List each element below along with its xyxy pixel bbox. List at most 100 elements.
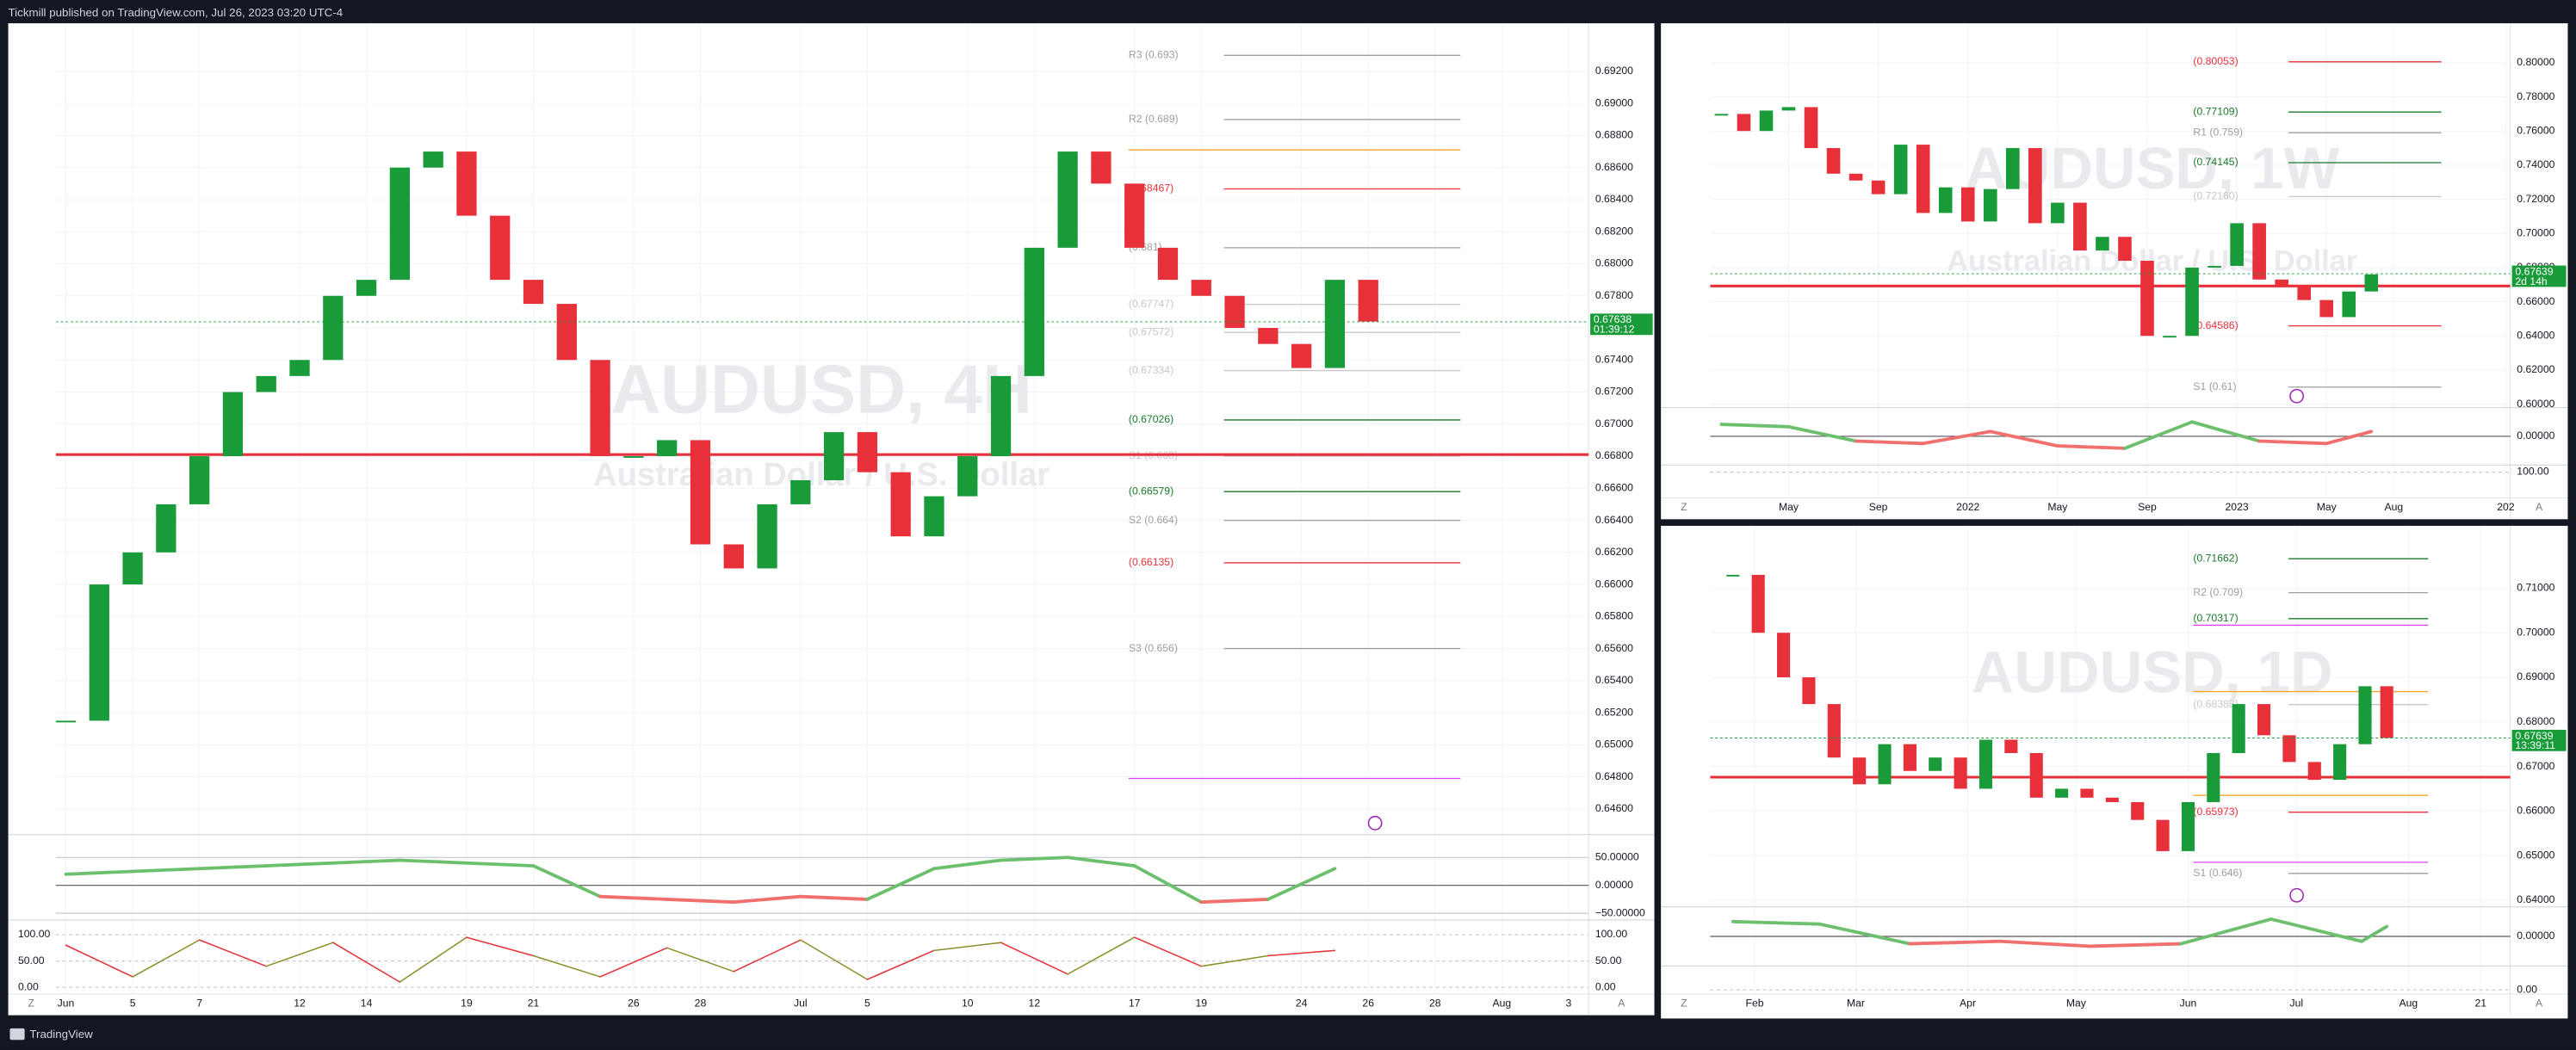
x-tick-label: Jun (58, 997, 75, 1009)
osc-segment (2190, 420, 2262, 443)
zoom-button[interactable]: Z (1681, 501, 1687, 513)
candle (1878, 744, 1892, 785)
candle (1929, 757, 1942, 771)
auto-button[interactable]: A (1618, 997, 1625, 1009)
alert-icon[interactable] (2289, 887, 2305, 903)
y-tick-label: 0.65200 (1595, 706, 1633, 718)
y-tick-label: 0.65800 (1595, 610, 1633, 622)
candle (857, 432, 878, 472)
zoom-button[interactable]: Z (1681, 997, 1687, 1009)
osc-segment (264, 861, 335, 868)
candle (1853, 757, 1867, 785)
candle (1157, 247, 1179, 281)
level-label: R1 (0.759) (2193, 126, 2243, 138)
auto-button[interactable]: A (2536, 501, 2543, 513)
candle (2005, 148, 2020, 189)
zoom-button[interactable]: Z (28, 997, 35, 1009)
y-tick-label: 0.66200 (1595, 546, 1633, 558)
candle (1978, 739, 1993, 789)
y-tick-label: 0.69000 (1595, 96, 1633, 108)
osc-segment (2257, 439, 2329, 446)
candle (556, 304, 577, 361)
y-tick-label: 0.67000 (1595, 417, 1633, 429)
candle (256, 375, 276, 392)
y-tick-label: 0.64000 (2517, 329, 2554, 341)
osc-segment (466, 936, 535, 957)
level-label: (0.71662) (2193, 552, 2238, 564)
y-tick-label: 0.66800 (1595, 449, 1633, 461)
candle (456, 151, 477, 216)
candle (189, 456, 210, 504)
y-tick-label: 0.67200 (1595, 386, 1633, 398)
osc-segment (733, 939, 802, 973)
y-tick-label: 0.64800 (1595, 770, 1633, 782)
osc-segment (1133, 936, 1203, 967)
osc-tick-label: 100.00 (1595, 928, 1628, 940)
osc-segment (798, 894, 870, 901)
x-tick-label: Mar (1847, 997, 1865, 1009)
candle (1324, 280, 1346, 368)
candle (1258, 328, 1279, 344)
candle (156, 503, 176, 553)
osc-tick-label: 0.00000 (2517, 429, 2554, 442)
x-tick-label: May (1779, 501, 1799, 513)
candle (222, 392, 244, 457)
candle (790, 479, 811, 504)
candle (89, 584, 109, 721)
level-label: R2 (0.709) (2193, 586, 2243, 598)
osc-segment (532, 954, 601, 978)
candle (2029, 753, 2043, 798)
osc-segment (2123, 420, 2194, 450)
osc-segment (2325, 429, 2374, 446)
osc-segment (1067, 936, 1136, 975)
osc-segment (399, 936, 468, 983)
osc-segment (531, 864, 603, 899)
candle (1848, 173, 1863, 181)
candle (2118, 237, 2132, 261)
candle (1777, 633, 1791, 677)
x-tick-label: 12 (1029, 997, 1041, 1009)
x-tick-label: Jul (794, 997, 808, 1009)
osc-segment (666, 947, 735, 973)
candle (1826, 148, 1841, 174)
candle (1893, 145, 1908, 195)
candle (1827, 704, 1841, 758)
osc-tick-label: 50.00000 (1595, 850, 1639, 862)
chart-1: 0.80000 0.78000 0.76000 0.74000 0.72000 0.700… (1661, 23, 2568, 520)
osc-segment (1267, 949, 1336, 957)
publish-info: Tickmill published on TradingView.com, J… (9, 6, 344, 19)
y-tick-label: 0.66400 (1595, 514, 1633, 526)
level-label: (0.72160) (2193, 190, 2238, 202)
osc-tick-label-left: 0.00 (18, 980, 39, 992)
candle (1224, 295, 1245, 329)
osc-segment (1266, 867, 1337, 901)
y-tick-label: 0.64600 (1595, 802, 1633, 814)
osc-segment (1199, 898, 1270, 905)
osc-segment (197, 864, 269, 871)
y-tick-label: 0.66000 (1595, 578, 1633, 590)
candle (1024, 247, 1044, 376)
auto-button[interactable]: A (2536, 997, 2543, 1009)
x-tick-label: Aug (2400, 997, 2418, 1009)
logo-text: TradingView (29, 1028, 93, 1041)
osc-segment (1200, 954, 1269, 967)
x-tick-label: 14 (361, 997, 373, 1009)
level-label: (0.77109) (2193, 105, 2238, 117)
candle (1781, 107, 1796, 111)
candle (356, 280, 377, 296)
y-tick-label: 0.69000 (2517, 670, 2554, 682)
alert-icon[interactable] (1367, 815, 1383, 831)
candle (2319, 300, 2334, 318)
alert-icon[interactable] (2289, 388, 2305, 404)
osc-segment (932, 858, 1003, 871)
osc-tick-label: 100.00 (2517, 466, 2549, 478)
x-tick-label: 19 (461, 997, 473, 1009)
candle (924, 496, 944, 537)
footer-logo[interactable]: TradingView (9, 1028, 93, 1041)
level-label: (0.67747) (1129, 298, 1173, 310)
y-tick-label: 0.65400 (1595, 674, 1633, 686)
osc-segment (265, 942, 334, 967)
candle (122, 552, 143, 585)
y-tick-label: 0.66000 (2517, 805, 2554, 817)
x-tick-label: 19 (1195, 997, 1207, 1009)
